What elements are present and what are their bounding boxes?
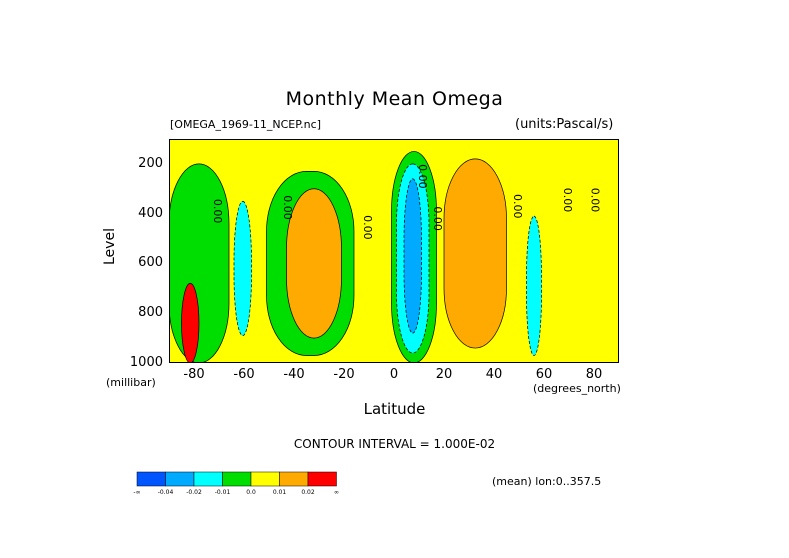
colorbar-label: -0.04	[157, 489, 174, 496]
y-axis-label: Level	[102, 228, 118, 265]
y-tick-label: 400	[138, 205, 163, 221]
colorbar-swatch	[165, 471, 195, 487]
plot-frame	[169, 139, 619, 363]
y-tick-label: 200	[138, 155, 163, 171]
contour-value-label: 0.00	[511, 194, 524, 219]
colorbar-swatch	[250, 471, 280, 487]
colorbar-swatch	[222, 471, 252, 487]
x-tick-label: 60	[535, 367, 553, 382]
contour-region	[526, 215, 542, 356]
y-tick-label: 1000	[129, 355, 163, 370]
contour-value-label: 0.00	[416, 164, 429, 189]
contour-value-label: 0.00	[561, 188, 574, 213]
colorbar-label: -0.01	[214, 489, 231, 496]
x-tick-label: 0	[389, 367, 399, 382]
dataset-label: [OMEGA_1969-11_NCEP.nc]	[170, 118, 321, 131]
contour-value-labels: 0.00 0.00 0.00 0.00 0.00 0.00 0.00 0.00	[211, 164, 602, 240]
mean-longitude-label: (mean) lon:0..357.5	[492, 475, 602, 488]
colorbar-label: 0.02	[301, 489, 315, 496]
colorbar-swatches	[136, 471, 337, 487]
colorbar-label: 0.0	[246, 489, 256, 496]
contour-region	[403, 178, 422, 334]
contour-value-label: 0.00	[361, 215, 374, 240]
x-tick-label: -80	[183, 367, 205, 382]
colorbar-swatch	[136, 471, 166, 487]
x-axis-label: Latitude	[363, 400, 426, 418]
contour-value-label: 0.00	[431, 206, 444, 231]
colorbar	[136, 471, 337, 487]
y-axis-unit: (millibar)	[106, 376, 156, 389]
contour-value-label: 0.00	[281, 195, 294, 220]
x-tick-label: -20	[333, 367, 355, 382]
x-tick-label: -40	[283, 367, 305, 382]
contour-value-label: 0.00	[589, 188, 602, 213]
colorbar-swatch	[193, 471, 223, 487]
colorbar-swatch	[307, 471, 337, 487]
x-tick-label: 20	[435, 367, 453, 382]
contour-interval-label: CONTOUR INTERVAL = 1.000E-02	[293, 437, 496, 451]
x-tick-label: -60	[233, 367, 255, 382]
y-tick-label: 800	[138, 305, 163, 321]
contour-region	[233, 200, 252, 336]
contour-region	[443, 158, 507, 349]
contour-region	[181, 283, 200, 363]
x-axis-unit: (degrees_north)	[533, 382, 621, 395]
colorbar-swatch	[279, 471, 309, 487]
contour-region	[286, 188, 342, 339]
contour-value-label: 0.00	[211, 199, 224, 224]
colorbar-label: ∞	[334, 489, 339, 496]
x-tick-label: 80	[585, 367, 603, 382]
colorbar-label: -∞	[133, 489, 141, 496]
contour-fills	[169, 139, 619, 363]
contour-plot: 0.00 0.00 0.00 0.00 0.00 0.00 0.00 0.00	[169, 139, 619, 363]
colorbar-label: -0.02	[186, 489, 202, 496]
y-tick-label: 600	[138, 255, 163, 271]
x-tick-label: 40	[485, 367, 503, 382]
chart-title: Monthly Mean Omega	[285, 88, 504, 110]
units-label: (units:Pascal/s)	[515, 117, 614, 132]
colorbar-label: 0.01	[272, 489, 287, 496]
